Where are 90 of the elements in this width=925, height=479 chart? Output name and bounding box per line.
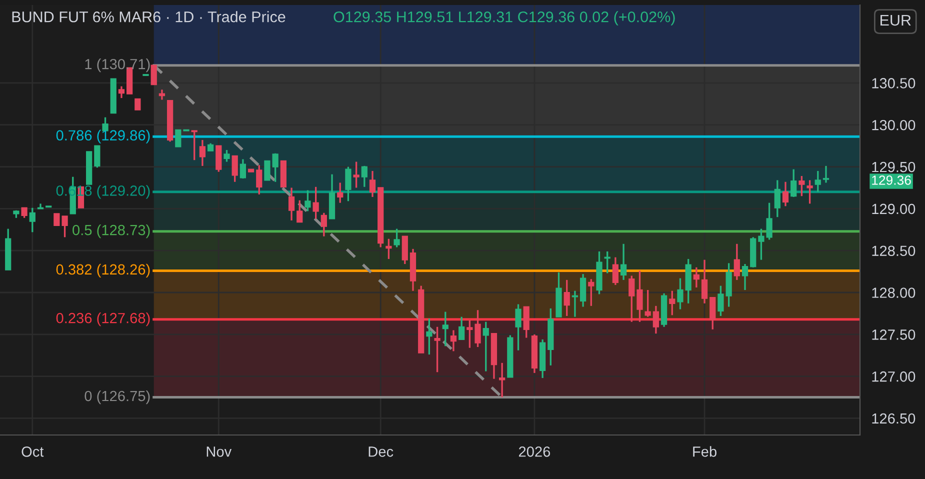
ref-line-label: 0.5 (128.73) bbox=[72, 224, 150, 238]
candlestick bbox=[580, 273, 586, 308]
x-tick-label: Nov bbox=[206, 446, 232, 457]
candlestick bbox=[337, 182, 344, 204]
candlestick bbox=[710, 296, 716, 330]
candlestick bbox=[612, 256, 619, 286]
candlestick bbox=[199, 139, 206, 167]
candlestick bbox=[232, 155, 238, 183]
candlestick bbox=[118, 85, 125, 99]
x-tick-label: Feb bbox=[693, 446, 716, 457]
candlestick bbox=[216, 144, 222, 173]
candlestick bbox=[224, 149, 230, 163]
candlestick bbox=[572, 290, 578, 318]
candlestick bbox=[604, 250, 610, 274]
ref-line-label: 0.786 (129.86) bbox=[56, 130, 150, 144]
candlestick bbox=[782, 181, 789, 208]
y-tick-label: 128.00 bbox=[872, 288, 916, 298]
candlestick bbox=[434, 326, 440, 373]
candlestick bbox=[256, 164, 262, 196]
y-tick-label: 127.50 bbox=[872, 330, 916, 340]
y-tick-label: 130.00 bbox=[872, 120, 916, 130]
x-tick-label: Dec bbox=[368, 446, 394, 457]
candlestick bbox=[240, 158, 246, 180]
candlestick bbox=[312, 186, 319, 220]
y-tick-label: 129.00 bbox=[872, 204, 916, 214]
y-tick-label: 126.50 bbox=[872, 413, 916, 424]
ref-line-label: 1 (130.71) bbox=[85, 58, 150, 72]
candlestick bbox=[523, 306, 530, 339]
candlestick bbox=[29, 207, 36, 233]
candlestick bbox=[369, 170, 376, 198]
candlestick bbox=[644, 289, 651, 318]
x-tick-label: Oct bbox=[22, 446, 44, 457]
candlestick bbox=[806, 179, 813, 204]
candlestick bbox=[564, 279, 570, 317]
candlestick bbox=[701, 258, 708, 304]
candlestick bbox=[442, 310, 448, 347]
candlestick bbox=[296, 199, 303, 223]
y-tick-label: 128.50 bbox=[872, 246, 916, 256]
candlestick bbox=[669, 290, 676, 316]
candlestick bbox=[175, 129, 182, 148]
candlestick bbox=[191, 130, 198, 161]
candlestick bbox=[588, 278, 594, 307]
candlestick bbox=[304, 189, 311, 212]
candlestick bbox=[158, 88, 166, 101]
candlestick bbox=[458, 316, 465, 340]
candlestick bbox=[734, 243, 740, 281]
chart-title: BUND FUT 6% MAR6 · 1D · Trade Price bbox=[12, 11, 286, 22]
candlestick bbox=[264, 160, 270, 181]
y-tick-label: 127.00 bbox=[872, 371, 916, 382]
candlestick bbox=[426, 318, 432, 356]
candlestick bbox=[394, 228, 400, 248]
candlestick bbox=[134, 98, 141, 110]
ref-line-label: 0.236 (127.68) bbox=[56, 312, 150, 326]
candlestick bbox=[272, 152, 278, 183]
candlestick bbox=[742, 263, 748, 291]
candlestick bbox=[94, 144, 100, 168]
candlestick bbox=[345, 166, 352, 202]
candlestick bbox=[774, 179, 780, 218]
candlestick bbox=[474, 309, 481, 348]
candlestick bbox=[515, 303, 522, 352]
candlestick bbox=[386, 238, 392, 260]
candlestick bbox=[466, 319, 473, 349]
candlestick bbox=[353, 160, 360, 189]
x-tick-label: 2026 bbox=[518, 446, 550, 457]
candlestick bbox=[636, 270, 643, 323]
candlestick bbox=[150, 64, 157, 86]
y-tick-label: 129.50 bbox=[872, 162, 916, 172]
candlestick bbox=[620, 243, 627, 281]
candlestick bbox=[677, 277, 684, 310]
candlestick bbox=[450, 329, 457, 352]
candlestick bbox=[361, 165, 368, 188]
candlestick bbox=[482, 321, 489, 372]
candlestick bbox=[628, 274, 635, 323]
chart-subtitle: O129.35 H129.51 L129.31 C129.36 0.02 (+0.02%) bbox=[334, 11, 675, 26]
candlestick bbox=[21, 207, 28, 219]
candlestick bbox=[822, 165, 830, 184]
text: EUR bbox=[880, 14, 911, 26]
candlestick bbox=[288, 186, 295, 222]
ref-line-label: 0.382 (128.26) bbox=[56, 264, 150, 278]
candlestick bbox=[790, 168, 797, 198]
y-tick-label: 130.50 bbox=[872, 78, 916, 88]
ref-line-label: 0 (126.75) bbox=[84, 390, 150, 404]
candlestick bbox=[402, 236, 408, 265]
candlestick bbox=[652, 305, 659, 334]
candlestick bbox=[693, 266, 700, 288]
candlestick bbox=[499, 362, 506, 398]
candlestick bbox=[320, 212, 327, 238]
candlestick bbox=[814, 170, 821, 193]
text: 129.36 bbox=[872, 175, 911, 185]
candlestick bbox=[798, 175, 805, 197]
